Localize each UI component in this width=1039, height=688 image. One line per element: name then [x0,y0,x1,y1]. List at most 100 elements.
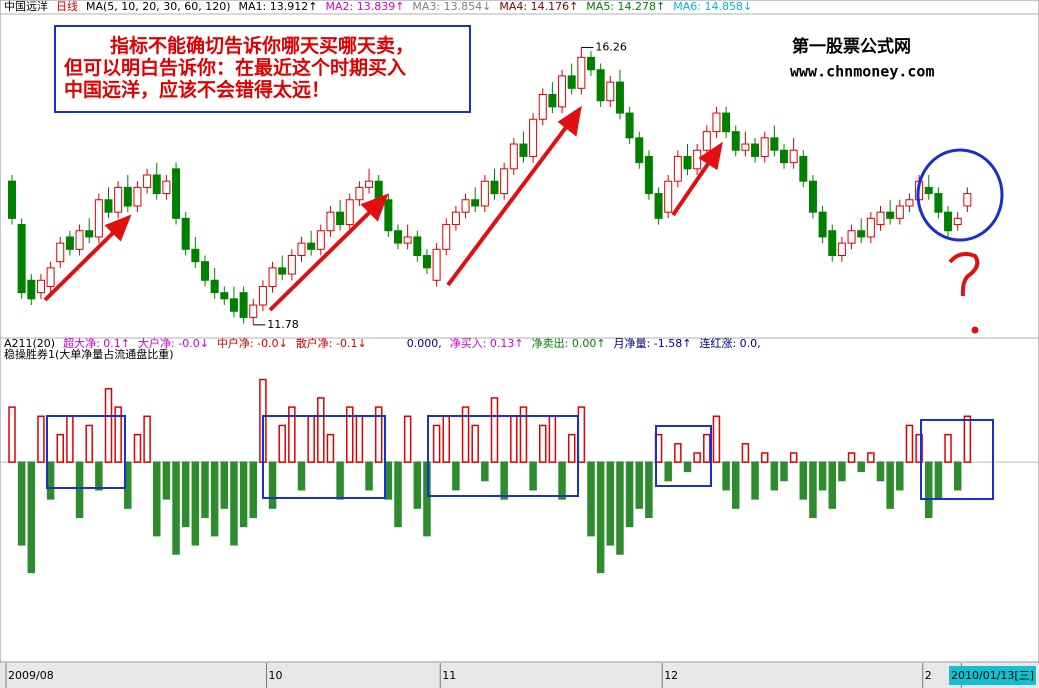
arrow-head [557,105,582,137]
bar [104,387,113,463]
arrow-head [104,214,132,242]
annotation-box [54,25,471,113]
arrow-head [698,141,723,171]
bar [558,461,566,500]
candle-body [837,242,846,257]
candle-body [394,230,402,244]
header-item: 日线 [56,0,78,13]
candle-body [471,199,480,207]
bar [809,461,817,519]
bars [0,378,1039,574]
highlight-box [427,415,579,497]
watermark: www.chnmoney.com [790,63,935,81]
candle-body [780,149,788,164]
bar [857,461,865,473]
header-item: 净卖出: 0.00↑ [532,336,606,350]
candle-body [249,304,258,318]
bar [616,461,624,555]
bar [596,461,605,574]
bar [384,461,393,500]
date-axis [0,663,1039,688]
candle-body [278,267,287,275]
candle-body [635,137,644,164]
bar [693,452,701,463]
candle-body [258,285,267,306]
highlight-boxes [46,415,994,500]
header-item: 中户净: -0.0↓ [217,336,288,350]
candle-body [326,211,335,232]
candle-body [210,279,219,294]
candle-body [268,267,277,287]
candle-body [403,236,412,244]
bar [346,406,354,463]
candle-body [336,211,345,226]
candle-body [191,248,200,263]
bar [953,461,962,491]
candle-body [85,230,94,238]
bar [172,461,180,555]
candle-body [673,155,682,182]
bar [847,452,856,463]
bar [239,461,248,528]
x-tick-label: 2010/01/13[三] [951,669,1034,682]
candle-body [287,255,296,275]
bar [471,424,479,463]
annotation-line: 指标不能确切告诉你哪天买哪天卖， [110,34,414,57]
bar [751,461,759,500]
bar [114,406,122,463]
bar [934,461,943,500]
candle-body [789,149,798,164]
candle-body [384,199,393,232]
candle-body [461,199,470,213]
candle-body [693,149,702,170]
candle-body [712,112,721,133]
bar [625,461,634,528]
candle-body [722,112,731,133]
bar [365,461,373,491]
candle-body [895,205,904,219]
arrow [268,205,377,312]
bar [336,461,344,500]
candle-body [65,236,74,250]
bar [905,424,914,463]
candle-body [760,137,769,157]
x-tick-label: 11 [442,669,456,682]
bar [442,415,450,463]
bar [27,461,36,574]
bar [645,461,653,519]
bar [664,461,672,482]
candle-body [201,261,209,281]
header-item: MA6: 14.858↓ [673,0,752,13]
candle-body [886,211,895,219]
bar [181,461,190,528]
candle-body [963,193,972,207]
question-mark [948,252,980,297]
highlight-box [262,415,386,499]
bar [278,424,286,463]
candle-body [316,230,325,250]
candle-body [876,211,885,226]
bar [760,452,769,463]
bar [886,461,894,509]
date-highlight [949,666,1036,685]
bar [17,461,26,546]
candles [8,47,972,325]
candle-body [480,180,489,207]
candle-body [683,155,692,170]
candle-body [355,186,364,201]
candle-body [133,186,142,207]
candle-body [924,186,933,195]
candle-body [229,298,238,312]
arrow [446,120,572,287]
candle-body [442,224,451,250]
bar [732,461,740,509]
candle-body [577,56,586,89]
bar [674,443,682,463]
bar [703,433,711,463]
x-tick-label: 12 [664,669,678,682]
candle-body [751,143,760,157]
candle-body [529,118,538,157]
bar [75,461,84,519]
bar [915,433,923,463]
header-item: MA5: 14.278↑ [586,0,665,13]
